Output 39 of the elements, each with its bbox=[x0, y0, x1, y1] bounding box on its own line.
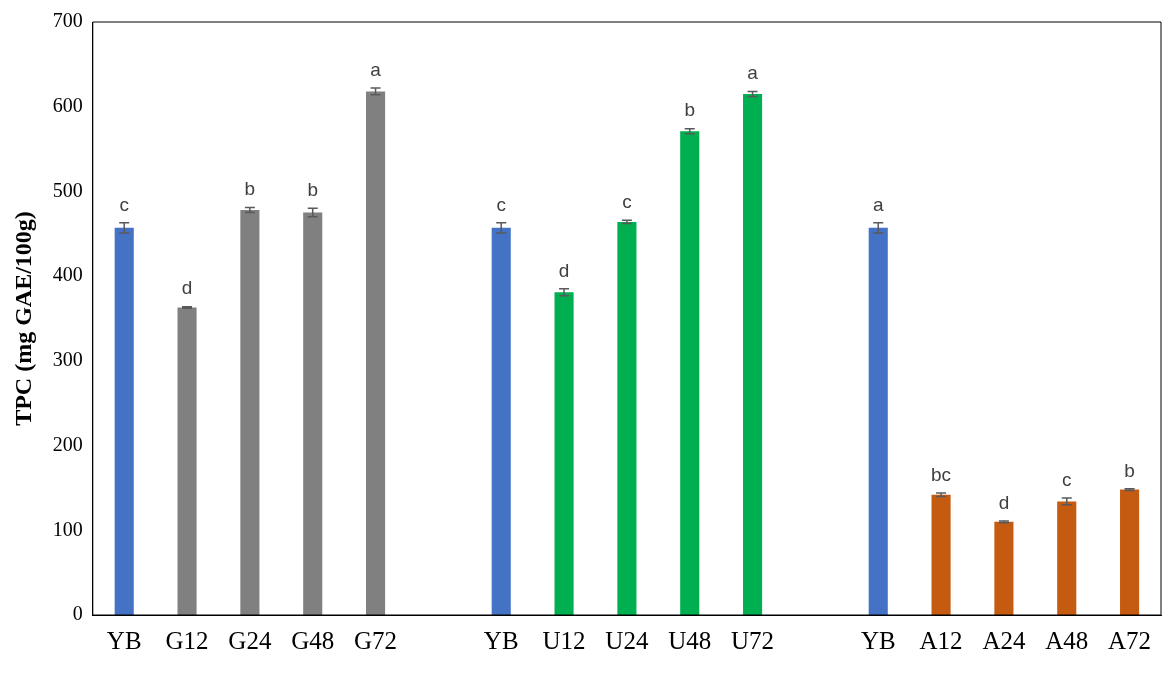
y-tick-label: 700 bbox=[52, 9, 83, 32]
x-tick-label: A12 bbox=[919, 626, 963, 654]
y-axis-title: TPC (mg GAE/100g) bbox=[9, 211, 36, 426]
y-tick-label: 300 bbox=[52, 348, 83, 371]
data-label: c bbox=[496, 193, 506, 215]
x-tick-label: G12 bbox=[165, 626, 209, 654]
x-tick-label: G48 bbox=[291, 626, 335, 654]
data-label: c bbox=[622, 190, 632, 212]
data-label: a bbox=[747, 62, 759, 84]
data-label: bc bbox=[931, 463, 952, 485]
y-tick-label: 200 bbox=[52, 432, 83, 455]
data-label: b bbox=[307, 179, 319, 201]
data-label: d bbox=[998, 491, 1010, 513]
x-tick-label: YB bbox=[483, 626, 519, 654]
x-tick-label: A72 bbox=[1108, 626, 1152, 654]
x-tick-label: U24 bbox=[605, 626, 649, 654]
x-tick-label: U12 bbox=[542, 626, 586, 654]
x-tick-label: G72 bbox=[354, 626, 398, 654]
data-label: d bbox=[181, 277, 193, 299]
y-tick-label: 400 bbox=[52, 263, 83, 286]
y-tick-label: 600 bbox=[52, 93, 83, 116]
data-label: b bbox=[244, 178, 256, 200]
x-tick-label: A48 bbox=[1045, 626, 1089, 654]
data-label: c bbox=[1062, 468, 1072, 490]
data-label: a bbox=[872, 193, 884, 215]
data-label: c bbox=[119, 193, 129, 215]
data-label: d bbox=[558, 259, 570, 281]
x-tick-label: G24 bbox=[228, 626, 272, 654]
data-label: b bbox=[684, 99, 696, 121]
y-tick-label: 500 bbox=[52, 178, 83, 201]
y-tick-label: 0 bbox=[72, 602, 83, 625]
x-tick-label: A24 bbox=[982, 626, 1026, 654]
y-tick-label: 100 bbox=[52, 517, 83, 540]
x-tick-label: U72 bbox=[731, 626, 775, 654]
data-label: a bbox=[370, 58, 382, 80]
data-label: b bbox=[1124, 459, 1135, 481]
x-tick-label: U48 bbox=[668, 626, 712, 654]
x-tick-label: YB bbox=[860, 626, 896, 654]
x-tick-label: YB bbox=[106, 626, 142, 654]
